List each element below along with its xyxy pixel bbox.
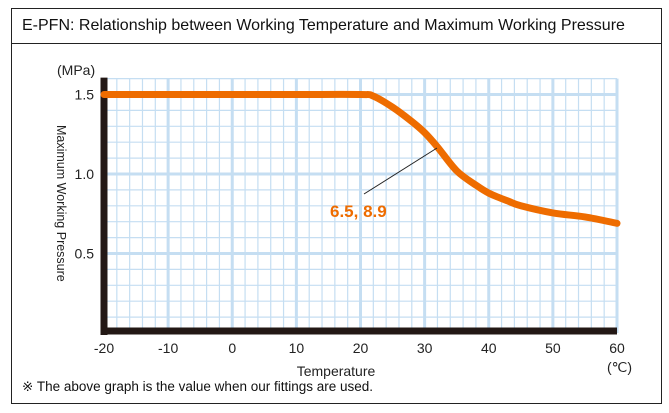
footnote: ※ The above graph is the value when our … — [22, 379, 374, 394]
x-tick-label: 50 — [545, 340, 561, 356]
x-tick-label: 30 — [417, 340, 433, 356]
y-unit-label: (MPa) — [57, 62, 95, 78]
y-axis-label: Maximum Working Pressure — [54, 125, 68, 282]
annotation-leader-line — [363, 147, 438, 195]
x-tick-label: 0 — [228, 340, 236, 356]
x-tick-label: -10 — [158, 340, 178, 356]
x-tick-label: 20 — [353, 340, 369, 356]
x-tick-label: 60 — [609, 340, 625, 356]
x-unit-label: (℃) — [607, 359, 632, 375]
x-tick-label: -20 — [94, 340, 114, 356]
x-tick-label: 40 — [481, 340, 497, 356]
y-tick-label: 1.5 — [75, 87, 95, 103]
y-tick-label: 1.0 — [75, 166, 95, 182]
annotation-label: 6.5, 8.9 — [330, 202, 387, 221]
x-axis-label: Temperature — [297, 363, 376, 379]
x-tick-label: 10 — [289, 340, 305, 356]
y-tick-label: 0.5 — [75, 246, 95, 262]
chart-title: E-PFN: Relationship between Working Temp… — [11, 8, 662, 44]
series-line — [100, 90, 621, 227]
